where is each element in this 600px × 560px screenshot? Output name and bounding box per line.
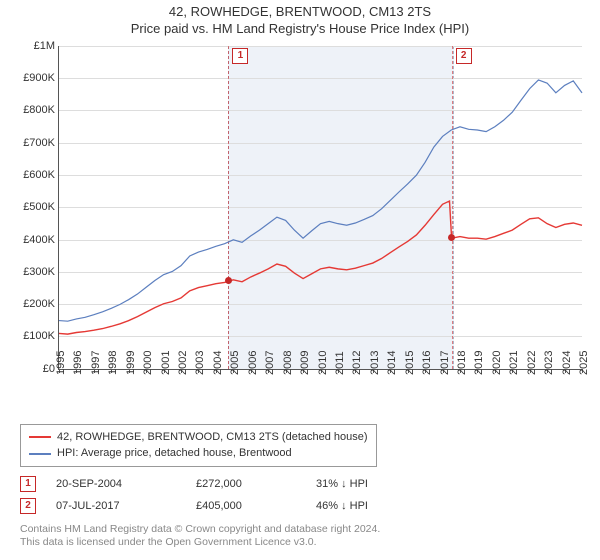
y-axis-label: £1M <box>34 40 59 52</box>
chart-title-1: 42, ROWHEDGE, BRENTWOOD, CM13 2TS <box>0 4 600 21</box>
sales-row-date: 20-SEP-2004 <box>56 478 196 490</box>
attribution-line-1: Contains HM Land Registry data © Crown c… <box>20 523 580 537</box>
sales-row-flag: 2 <box>20 498 36 514</box>
legend-row: 42, ROWHEDGE, BRENTWOOD, CM13 2TS (detac… <box>29 429 368 446</box>
y-axis-label: £200K <box>23 298 59 310</box>
y-axis-label: £400K <box>23 234 59 246</box>
hpi-line <box>59 80 582 321</box>
y-axis-label: £800K <box>23 104 59 116</box>
sales-row: 2 07-JUL-2017£405,00046% ↓ HPI <box>20 495 580 517</box>
attribution: Contains HM Land Registry data © Crown c… <box>20 523 580 550</box>
chart: £0£100K£200K£300K£400K£500K£600K£700K£80… <box>10 40 590 420</box>
chart-footer-block: 42, ROWHEDGE, BRENTWOOD, CM13 2TS (detac… <box>20 424 580 550</box>
legend-row: HPI: Average price, detached house, Bren… <box>29 445 368 462</box>
legend-label: HPI: Average price, detached house, Bren… <box>57 445 292 462</box>
y-axis-label: £600K <box>23 169 59 181</box>
sales-row-delta: 31% ↓ HPI <box>316 478 436 490</box>
sales-row-delta: 46% ↓ HPI <box>316 500 436 512</box>
sales-row-flag: 1 <box>20 476 36 492</box>
chart-title-2: Price paid vs. HM Land Registry's House … <box>0 21 600 38</box>
sales-row-date: 07-JUL-2017 <box>56 500 196 512</box>
sales-row: 1 20-SEP-2004£272,00031% ↓ HPI <box>20 473 580 495</box>
sales-row-price: £272,000 <box>196 478 316 490</box>
legend-swatch <box>29 436 51 438</box>
y-axis-label: £100K <box>23 330 59 342</box>
legend-swatch <box>29 453 51 455</box>
y-axis-label: £300K <box>23 266 59 278</box>
series-svg <box>59 46 582 369</box>
y-axis-label: £700K <box>23 137 59 149</box>
plot-area: £0£100K£200K£300K£400K£500K£600K£700K£80… <box>58 46 582 370</box>
subject-line <box>59 201 582 334</box>
chart-titles: 42, ROWHEDGE, BRENTWOOD, CM13 2TS Price … <box>0 0 600 38</box>
sales-table: 1 20-SEP-2004£272,00031% ↓ HPI 2 07-JUL-201… <box>20 473 580 517</box>
legend: 42, ROWHEDGE, BRENTWOOD, CM13 2TS (detac… <box>20 424 377 467</box>
attribution-line-2: This data is licensed under the Open Gov… <box>20 536 580 550</box>
legend-label: 42, ROWHEDGE, BRENTWOOD, CM13 2TS (detac… <box>57 429 368 446</box>
y-axis-label: £500K <box>23 201 59 213</box>
y-axis-label: £900K <box>23 72 59 84</box>
sales-row-price: £405,000 <box>196 500 316 512</box>
